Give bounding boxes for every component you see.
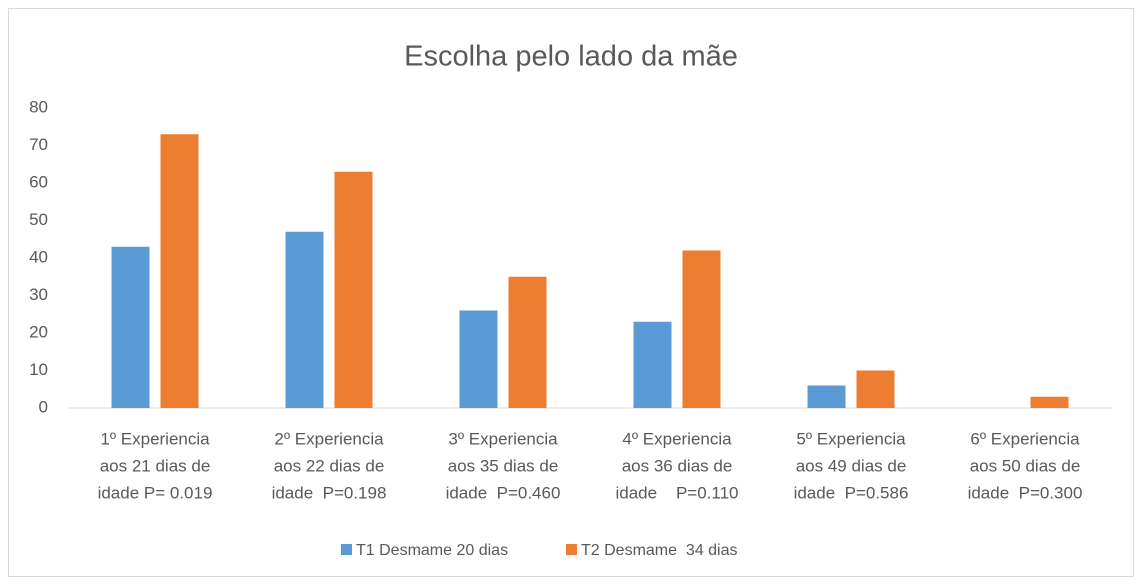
x-tick-label: aos 35 dias de — [448, 456, 559, 475]
legend-swatch — [341, 544, 352, 555]
x-tick-label: aos 49 dias de — [796, 456, 907, 475]
x-tick-label: 2º Experiencia — [274, 429, 384, 448]
y-tick-label: 0 — [39, 397, 48, 416]
bar — [1030, 396, 1069, 408]
x-tick-label: aos 22 dias de — [274, 456, 385, 475]
x-tick-label: idade P= 0.019 — [98, 483, 213, 502]
y-tick-label: 40 — [29, 247, 48, 266]
y-tick-label: 80 — [29, 97, 48, 116]
bar — [285, 231, 324, 408]
bar — [682, 250, 721, 408]
x-tick-label: 3º Experiencia — [448, 429, 558, 448]
y-tick-label: 30 — [29, 285, 48, 304]
x-tick-label: idade P=0.300 — [968, 483, 1083, 502]
bar — [111, 246, 150, 408]
chart-title: Escolha pelo lado da mãe — [404, 41, 738, 73]
x-tick-label: aos 50 dias de — [970, 456, 1081, 475]
x-tick-label: aos 21 dias de — [100, 456, 211, 475]
x-tick-label: idade P=0.110 — [615, 483, 738, 502]
legend-label: T1 Desmame 20 dias — [356, 542, 508, 559]
legend-swatch — [566, 544, 577, 555]
legend-label: T2 Desmame 34 dias — [581, 542, 738, 559]
bar — [334, 171, 373, 408]
x-tick-label: idade P=0.460 — [446, 483, 561, 502]
y-tick-label: 20 — [29, 322, 48, 341]
x-tick-label: 1º Experiencia — [100, 429, 210, 448]
bar — [856, 370, 895, 408]
bar — [807, 385, 846, 408]
y-tick-label: 60 — [29, 172, 48, 191]
x-tick-label: aos 36 dias de — [622, 456, 733, 475]
x-tick-label: idade P=0.198 — [272, 483, 387, 502]
x-tick-label: 4º Experiencia — [622, 429, 732, 448]
bar — [508, 276, 547, 408]
y-tick-label: 70 — [29, 135, 48, 154]
bar — [633, 321, 672, 408]
bar — [160, 134, 199, 408]
y-tick-label: 50 — [29, 210, 48, 229]
x-tick-label: 6º Experiencia — [970, 429, 1080, 448]
bar — [459, 310, 498, 408]
x-tick-label: 5º Experiencia — [796, 429, 906, 448]
x-tick-label: idade P=0.586 — [794, 483, 909, 502]
y-tick-label: 10 — [29, 360, 48, 379]
